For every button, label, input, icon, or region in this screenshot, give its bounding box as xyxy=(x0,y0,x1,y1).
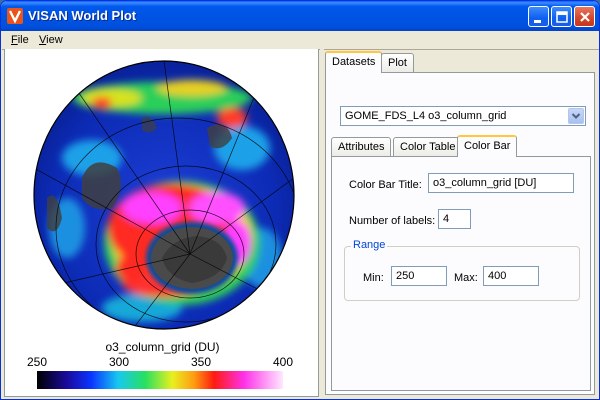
dataset-select[interactable]: GOME_FDS_L4 o3_column_grid xyxy=(340,106,586,126)
menu-file[interactable]: File xyxy=(11,34,29,46)
visan-logo-icon xyxy=(7,8,23,24)
number-of-labels-input[interactable] xyxy=(438,209,471,229)
world-plot-canvas[interactable]: o3_column_grid (DU) 250 300 350 400 xyxy=(4,49,319,397)
globe-map[interactable] xyxy=(32,58,296,332)
tab-attributes[interactable]: Attributes xyxy=(331,137,392,157)
colorbar-title-label: Color Bar Title: xyxy=(349,179,422,191)
range-group-legend: Range xyxy=(351,239,388,251)
datasets-pane: GOME_FDS_L4 o3_column_grid Attributes Co… xyxy=(325,72,595,395)
minimize-icon xyxy=(534,20,541,23)
window-title: VISAN World Plot xyxy=(28,8,137,23)
colorbar-gradient xyxy=(37,371,283,389)
color-bar-pane: Color Bar Title: Number of labels: Range… xyxy=(331,156,591,391)
range-group: Range Min: Max: xyxy=(344,239,580,301)
colorbar-tick-label: 350 xyxy=(190,355,212,369)
maximize-icon xyxy=(556,11,568,23)
colorbar-title: o3_column_grid (DU) xyxy=(105,340,220,354)
min-input[interactable] xyxy=(391,266,447,286)
close-icon xyxy=(580,12,590,22)
title-bar[interactable]: VISAN World Plot xyxy=(1,1,599,31)
tab-color-table[interactable]: Color Table xyxy=(393,137,463,157)
dataset-select-value: GOME_FDS_L4 o3_column_grid xyxy=(345,110,507,122)
number-of-labels-label: Number of labels: xyxy=(349,215,436,227)
colorbar-title-input[interactable] xyxy=(428,173,574,193)
colorbar-tick-label: 300 xyxy=(108,355,130,369)
chevron-down-icon xyxy=(571,113,581,119)
properties-panel: Datasets Plot GOME_FDS_L4 o3_column_grid… xyxy=(324,51,597,397)
colorbar-tick-label: 400 xyxy=(272,355,294,369)
tab-datasets[interactable]: Datasets xyxy=(325,51,383,73)
tab-color-bar[interactable]: Color Bar xyxy=(457,135,518,157)
window-bottom-edge xyxy=(2,397,599,399)
dropdown-button[interactable] xyxy=(568,108,584,124)
menu-bar: File View xyxy=(2,31,599,49)
minimize-button[interactable] xyxy=(528,6,549,27)
colorbar-tick-label: 250 xyxy=(26,355,48,369)
tab-plot[interactable]: Plot xyxy=(381,53,414,73)
close-button[interactable] xyxy=(574,6,595,27)
min-label: Min: xyxy=(363,272,384,284)
maximize-button[interactable] xyxy=(551,6,572,27)
max-input[interactable] xyxy=(483,266,539,286)
menu-view[interactable]: View xyxy=(39,34,63,46)
panel-splitter[interactable] xyxy=(320,49,324,397)
max-label: Max: xyxy=(454,272,478,284)
